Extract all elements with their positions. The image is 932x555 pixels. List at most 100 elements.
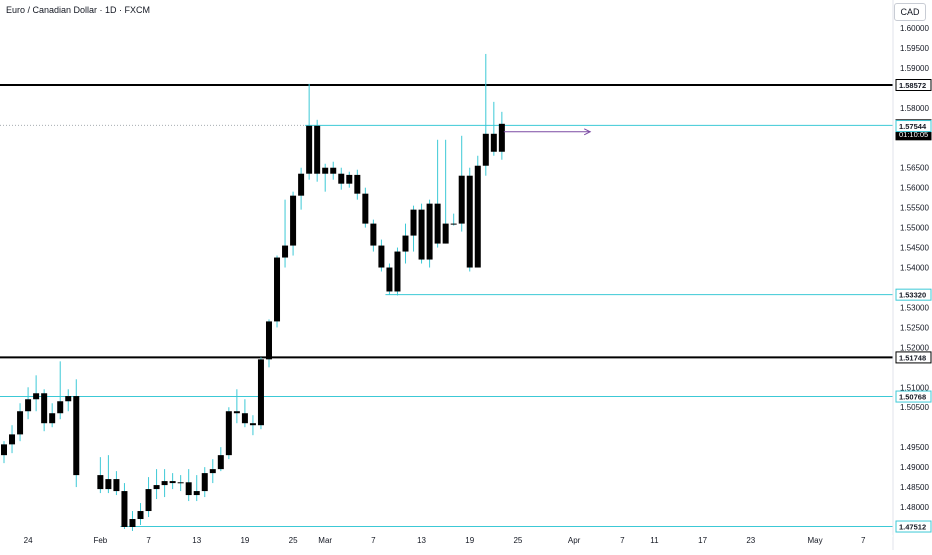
candle xyxy=(153,469,160,500)
candle-body xyxy=(25,399,32,412)
candle-body xyxy=(249,423,256,426)
countdown-label: 01:10:05 xyxy=(899,130,928,139)
candle xyxy=(394,247,401,296)
candle-body xyxy=(137,511,144,520)
candle xyxy=(105,455,112,494)
candle xyxy=(97,457,104,494)
candle-body xyxy=(314,125,321,174)
candle xyxy=(290,191,297,256)
candle-body xyxy=(233,411,240,414)
candle xyxy=(378,239,385,272)
candle xyxy=(498,111,505,160)
candle-body xyxy=(217,455,224,470)
candle-body xyxy=(145,489,152,512)
candle-body xyxy=(105,479,112,490)
candle-body xyxy=(9,434,16,445)
candle xyxy=(346,171,353,188)
price-tick-label: 1.56000 xyxy=(900,184,929,193)
projection-arrowhead xyxy=(583,128,592,136)
candle xyxy=(209,459,216,484)
chart-title: Euro / Canadian Dollar · 1D · FXCM xyxy=(6,5,151,15)
candle xyxy=(354,169,361,200)
time-tick-label: May xyxy=(807,536,822,545)
time-tick-label: 25 xyxy=(289,536,298,545)
candle-body xyxy=(410,209,417,236)
time-tick-label: 13 xyxy=(417,536,426,545)
candle xyxy=(121,483,128,529)
candle-body xyxy=(161,481,168,486)
time-tick-label: 19 xyxy=(465,536,474,545)
candle xyxy=(193,475,200,502)
candle xyxy=(402,223,409,264)
price-tick-label: 1.50500 xyxy=(900,403,929,412)
time-tick-label: 23 xyxy=(746,536,755,545)
time-tick-label: Apr xyxy=(568,536,581,545)
candle-body xyxy=(306,125,313,174)
time-tick-label: 7 xyxy=(371,536,376,545)
time-tick-label: 7 xyxy=(620,536,625,545)
candle-body xyxy=(418,209,425,260)
time-tick-label: 13 xyxy=(192,536,201,545)
candle-body xyxy=(482,133,489,166)
currency-button[interactable]: CAD xyxy=(894,3,926,21)
candle-body xyxy=(370,223,377,246)
time-tick-label: 25 xyxy=(513,536,522,545)
candle xyxy=(322,163,329,192)
candle xyxy=(41,389,48,432)
candle-body xyxy=(282,245,289,258)
candle-body xyxy=(17,411,24,435)
candle xyxy=(17,403,24,442)
price-tick-label: 1.48000 xyxy=(900,503,929,512)
candle-body xyxy=(490,133,497,152)
candle-body xyxy=(434,203,441,244)
candle xyxy=(185,469,192,502)
candle-body xyxy=(177,482,184,484)
candle xyxy=(274,255,281,328)
candle xyxy=(314,119,321,182)
candle-body xyxy=(330,167,337,174)
time-axis: 24 Feb 7 13 19 25 Mar 7 13 19 25 Apr 7 11 17 23 May 7 xyxy=(0,535,893,545)
candle-body xyxy=(442,223,449,244)
candle-body xyxy=(73,396,80,476)
candle xyxy=(33,375,40,412)
candle-body xyxy=(169,481,176,484)
candle-body xyxy=(458,175,465,224)
price-tick-label: 1.55500 xyxy=(900,204,929,213)
candle xyxy=(137,503,144,526)
candle-body xyxy=(298,173,305,196)
time-tick-label: 7 xyxy=(861,536,866,545)
candle xyxy=(490,101,497,156)
price-tick-label: 1.59500 xyxy=(900,44,929,53)
candle-body xyxy=(121,491,128,527)
candle-body xyxy=(290,195,297,246)
candle xyxy=(458,135,465,232)
price-label-box xyxy=(895,288,932,301)
candle-body xyxy=(338,173,345,184)
price-label-text: 1.57544 xyxy=(899,122,927,131)
candle xyxy=(57,361,64,420)
candle-body xyxy=(201,473,208,492)
candle xyxy=(169,473,176,490)
candle-body xyxy=(346,174,353,184)
candle xyxy=(466,167,473,272)
candle-body xyxy=(33,393,40,400)
candle xyxy=(257,357,264,430)
price-tick-label: 1.52000 xyxy=(900,343,929,352)
candle-body xyxy=(402,235,409,252)
price-tick-label: 1.56500 xyxy=(900,164,929,173)
candle-body xyxy=(322,167,329,174)
candle xyxy=(338,167,345,190)
candle xyxy=(241,399,248,428)
candle-body xyxy=(241,413,248,424)
candle-body xyxy=(1,444,7,456)
candle xyxy=(233,389,240,424)
candle-body xyxy=(113,479,120,492)
candle xyxy=(1,441,7,464)
candle xyxy=(9,425,16,454)
time-tick-label: Mar xyxy=(318,536,332,545)
candle xyxy=(434,139,441,248)
price-tick-label: 1.52500 xyxy=(900,323,929,332)
price-label-text: 1.50768 xyxy=(899,393,926,402)
